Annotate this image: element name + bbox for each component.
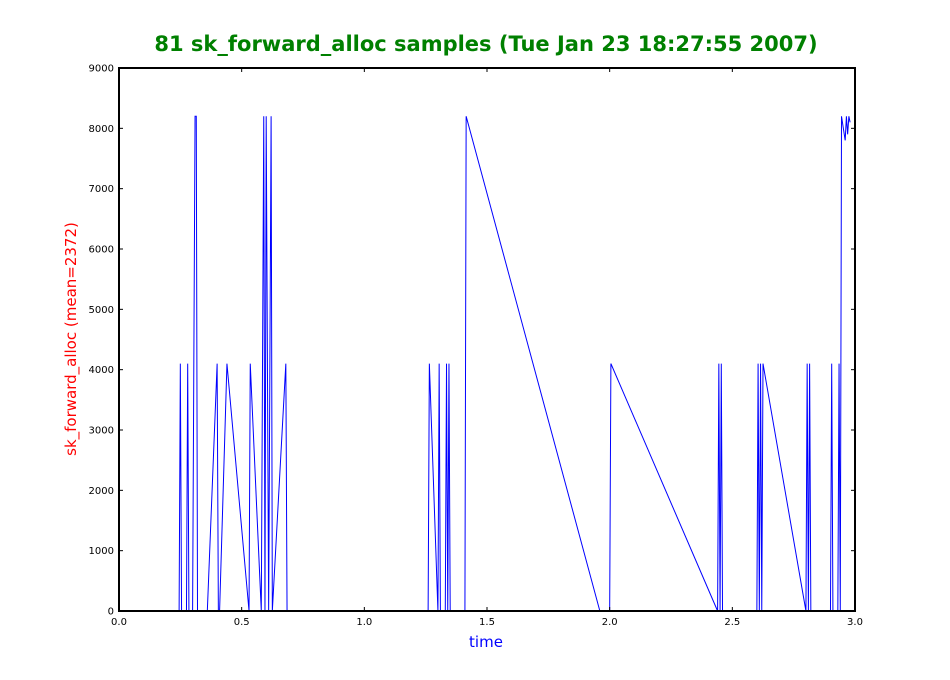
y-tick-label: 9000 — [89, 64, 114, 75]
plot-area: 0.0 0.5 1.0 1.5 2.0 2.5 3.0 0 1000 2000 3000 4000 50… — [89, 64, 863, 629]
x-tick-label: 0.5 — [234, 617, 250, 628]
x-tick-label: 0.0 — [111, 617, 127, 628]
chart-title: 81 sk_forward_alloc samples (Tue Jan 23 … — [154, 32, 817, 56]
y-tick-label: 5000 — [89, 305, 114, 316]
y-tick-label: 6000 — [89, 245, 114, 256]
x-tick-label: 2.5 — [724, 617, 740, 628]
x-axis-label: time — [469, 633, 503, 651]
plot-frame — [118, 67, 856, 612]
y-tick-label: 4000 — [89, 365, 114, 376]
x-tick-label: 1.0 — [356, 617, 372, 628]
y-tick-label: 8000 — [89, 124, 114, 135]
y-tick-label: 0 — [108, 607, 114, 618]
series-line-0 — [119, 115, 851, 612]
x-tick-label: 1.5 — [479, 617, 495, 628]
x-tick-label: 2.0 — [602, 617, 618, 628]
y-tick-label: 3000 — [89, 426, 114, 437]
y-axis-label: sk_forward_alloc (mean=2372) — [62, 222, 81, 456]
y-tick-label: 2000 — [89, 486, 114, 497]
y-tick-label: 7000 — [89, 184, 114, 195]
x-tick-label: 3.0 — [847, 617, 863, 628]
y-tick-label: 1000 — [89, 546, 114, 557]
